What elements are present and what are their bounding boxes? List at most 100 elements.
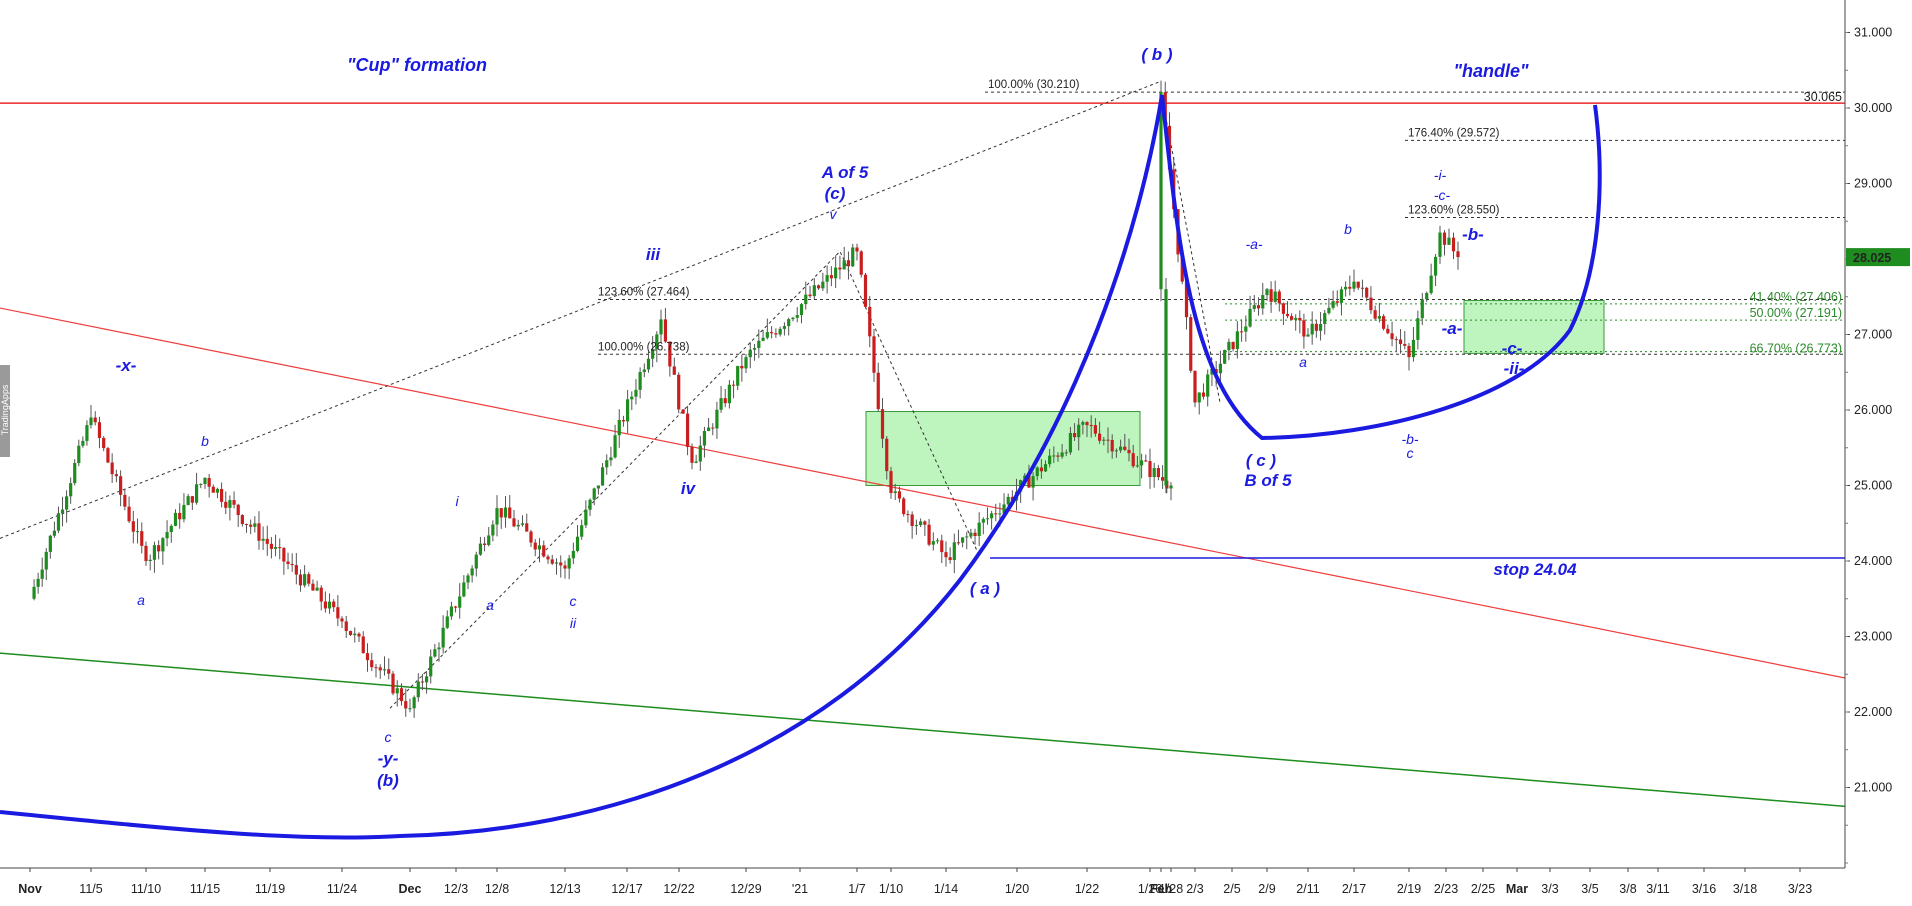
candle-down xyxy=(378,667,382,671)
candle-up xyxy=(474,554,478,569)
candle-up xyxy=(1140,460,1144,466)
candle-down xyxy=(1123,446,1127,450)
resistance-value-label: 30.065 xyxy=(1804,90,1842,104)
y-tick-label: 31.000 xyxy=(1854,26,1892,40)
candle-up xyxy=(1318,324,1323,331)
x-tick-label: 12/3 xyxy=(444,882,468,896)
candle-up xyxy=(1411,339,1416,358)
wave-label: i xyxy=(455,493,459,509)
candle-down xyxy=(816,285,821,289)
candle-down xyxy=(838,267,842,270)
candle-up xyxy=(1152,468,1156,478)
fib-label: 123.60% (28.550) xyxy=(1408,204,1500,216)
candle-up xyxy=(969,532,973,537)
candle-up xyxy=(998,513,1002,515)
candle-up xyxy=(303,574,307,586)
candle-down xyxy=(1348,286,1352,289)
candle-down xyxy=(1189,317,1193,371)
candle-down xyxy=(885,438,889,472)
candle-down xyxy=(889,471,893,494)
x-tick-label: 11/5 xyxy=(79,882,102,896)
x-tick-label: 3/5 xyxy=(1581,882,1598,896)
candle-up xyxy=(748,349,752,358)
candle-down xyxy=(1290,316,1294,320)
candle-up xyxy=(449,606,454,617)
candle-up xyxy=(1420,299,1424,319)
y-tick-label: 27.000 xyxy=(1854,328,1892,342)
candle-up xyxy=(32,586,36,599)
candle-down xyxy=(265,538,269,544)
x-tick-label: 2/3 xyxy=(1186,882,1203,896)
fib-label: 41.40% (27.406) xyxy=(1750,290,1842,304)
candle-up xyxy=(1006,496,1010,505)
candle-up xyxy=(960,537,965,543)
candle-down xyxy=(923,521,927,525)
candle-up xyxy=(516,524,520,527)
candle-up xyxy=(965,536,969,538)
candle-down xyxy=(559,562,563,566)
candle-up xyxy=(1064,452,1068,454)
candle-down xyxy=(123,494,127,507)
candle-down xyxy=(211,486,215,493)
candle-down xyxy=(1085,422,1089,426)
watermark-badge: TradingApps xyxy=(0,365,10,457)
candle-down xyxy=(1407,345,1411,358)
wave-label: b xyxy=(1344,221,1352,237)
candle-down xyxy=(1386,328,1390,334)
x-tick-label: Dec xyxy=(399,882,422,896)
candle-down xyxy=(190,496,194,503)
candle-down xyxy=(690,446,694,463)
candle-up xyxy=(412,697,416,709)
candle-down xyxy=(374,667,378,669)
candle-down xyxy=(294,565,298,575)
wave-label: ( a ) xyxy=(970,579,1001,598)
candle-up xyxy=(1352,281,1356,289)
candle-down xyxy=(897,491,902,499)
candle-down xyxy=(298,574,303,586)
candle-down xyxy=(906,514,910,516)
candle-up xyxy=(1035,467,1039,477)
candle-up xyxy=(1227,341,1231,351)
candle-up xyxy=(77,445,81,464)
candle-down xyxy=(1442,232,1447,245)
wave-label: -y- xyxy=(378,749,399,768)
candle-up xyxy=(778,328,782,335)
candle-up xyxy=(584,509,588,526)
candle-down xyxy=(550,559,554,564)
wave-label: -ii- xyxy=(1504,359,1525,378)
candle-up xyxy=(169,525,173,533)
wave-label: -b- xyxy=(1462,225,1484,244)
candle-up xyxy=(1114,450,1118,452)
candle-up xyxy=(617,419,621,436)
candle-up xyxy=(1135,465,1139,467)
candle-up xyxy=(81,440,85,446)
candle-down xyxy=(533,542,537,550)
candle-down xyxy=(1093,425,1097,434)
candle-up xyxy=(744,357,748,369)
candle-down xyxy=(387,669,391,674)
wave-label: iv xyxy=(681,479,697,498)
candle-up xyxy=(834,267,838,279)
wave-label: ( c ) xyxy=(1246,451,1277,470)
candle-up xyxy=(821,281,825,289)
candle-up xyxy=(1416,318,1420,340)
candle-down xyxy=(685,413,690,447)
candle-up xyxy=(1425,293,1429,300)
candle-down xyxy=(880,409,885,439)
candle-down xyxy=(357,633,361,637)
wave-label: b xyxy=(201,433,209,449)
candle-down xyxy=(872,336,876,373)
candle-down xyxy=(1180,254,1184,282)
candle-down xyxy=(1398,339,1403,345)
wave-label: ii xyxy=(570,615,577,631)
candle-up xyxy=(651,349,655,359)
candle-down xyxy=(391,673,395,694)
cup-curve-handle xyxy=(1160,94,1602,441)
candle-up xyxy=(1331,301,1335,308)
candle-up xyxy=(520,523,525,525)
candle-up xyxy=(757,340,761,348)
candle-down xyxy=(131,521,135,532)
wave-label: -a- xyxy=(1245,236,1262,252)
candle-up xyxy=(981,519,985,523)
candle-up xyxy=(148,559,152,561)
